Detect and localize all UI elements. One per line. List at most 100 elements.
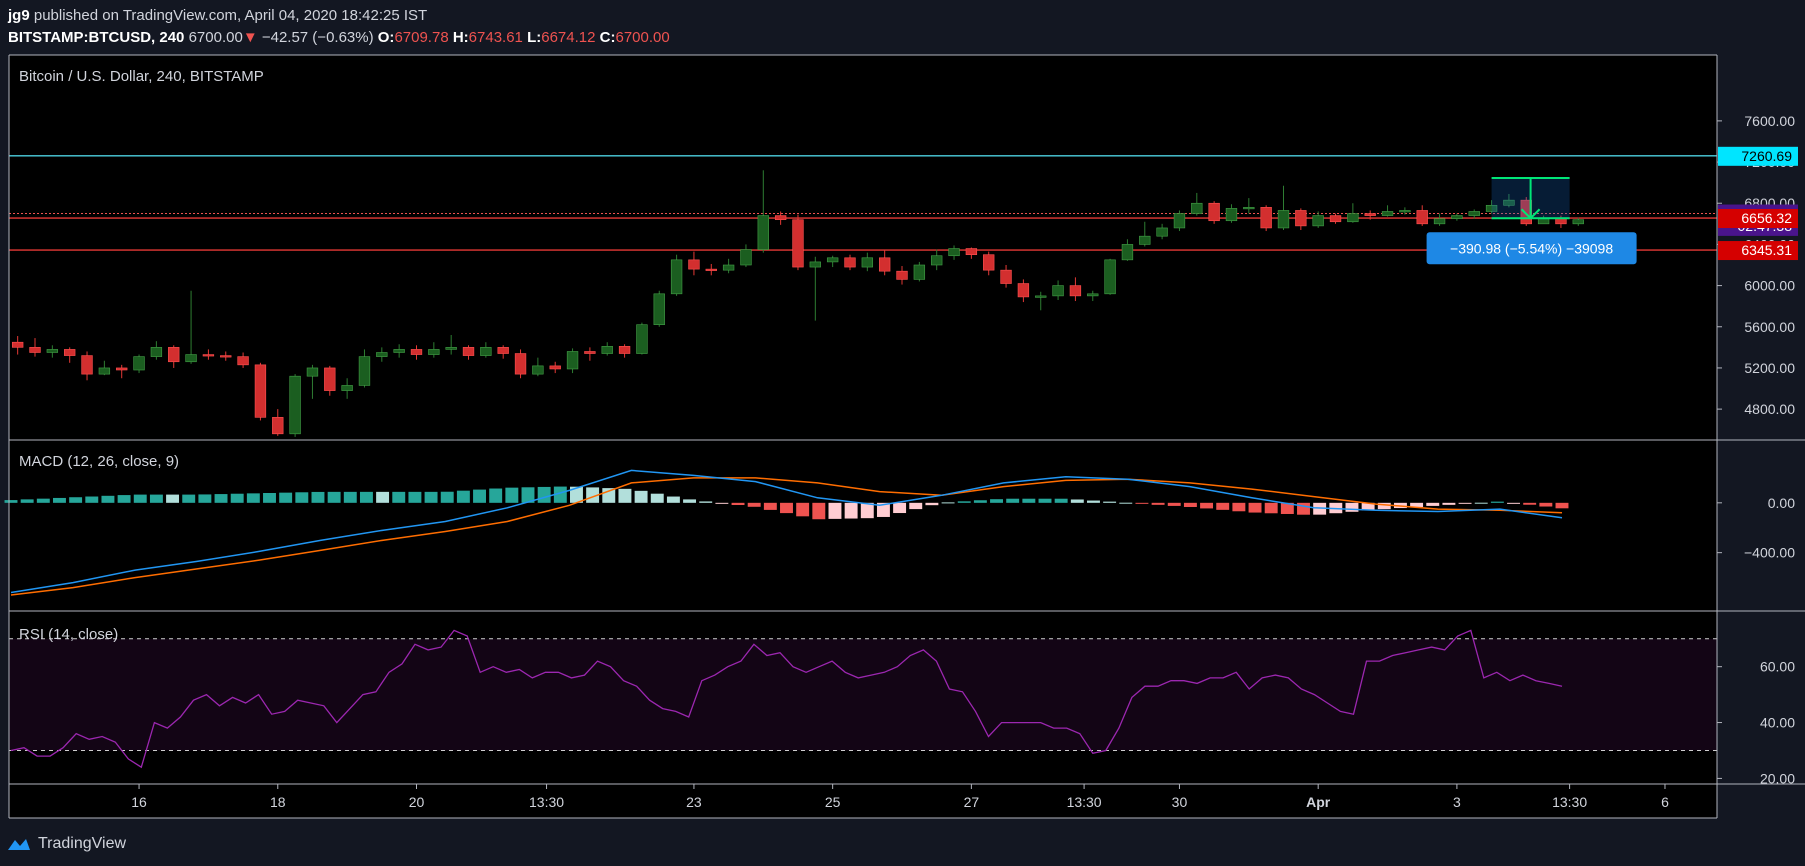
candle[interactable]: [220, 355, 232, 358]
candle[interactable]: [462, 347, 475, 356]
candle[interactable]: [1503, 199, 1515, 206]
candle[interactable]: [11, 341, 24, 348]
candle[interactable]: [168, 347, 180, 363]
candle[interactable]: [1104, 259, 1116, 295]
candle[interactable]: [1416, 210, 1428, 225]
candle[interactable]: [306, 367, 319, 377]
candle[interactable]: [1156, 227, 1168, 237]
candle[interactable]: [254, 364, 267, 418]
candle[interactable]: [722, 264, 735, 271]
candle[interactable]: [1329, 215, 1342, 223]
candle[interactable]: [1121, 244, 1134, 261]
candle[interactable]: [376, 352, 388, 357]
candle[interactable]: [29, 347, 41, 353]
candle[interactable]: [983, 254, 995, 271]
candle[interactable]: [566, 351, 579, 370]
candle[interactable]: [878, 257, 891, 272]
candle[interactable]: [1017, 283, 1030, 298]
candle[interactable]: [497, 347, 509, 354]
candle[interactable]: [931, 255, 943, 266]
candle[interactable]: [1451, 215, 1463, 219]
candle[interactable]: [150, 347, 163, 357]
candle[interactable]: [774, 215, 787, 221]
candle[interactable]: [670, 259, 683, 295]
candle[interactable]: [237, 356, 249, 366]
candle[interactable]: [1520, 199, 1532, 225]
candle[interactable]: [289, 375, 301, 435]
candle[interactable]: [1052, 285, 1064, 297]
candle[interactable]: [1468, 211, 1480, 216]
candle[interactable]: [896, 270, 908, 280]
candle[interactable]: [1555, 218, 1567, 225]
candle[interactable]: [1295, 210, 1307, 227]
candle[interactable]: [740, 249, 752, 266]
candle[interactable]: [116, 367, 128, 371]
footer-brand[interactable]: TradingView: [6, 832, 126, 856]
candle[interactable]: [584, 351, 596, 354]
candle[interactable]: [705, 268, 717, 271]
candle[interactable]: [1191, 202, 1203, 214]
candle[interactable]: [324, 367, 336, 391]
candle[interactable]: [965, 248, 978, 256]
candle[interactable]: [636, 324, 648, 354]
candle[interactable]: [653, 293, 665, 326]
candle[interactable]: [549, 365, 561, 370]
candle[interactable]: [1139, 235, 1151, 245]
candle[interactable]: [1364, 213, 1376, 216]
candle[interactable]: [514, 353, 527, 375]
candle[interactable]: [428, 349, 440, 355]
candle[interactable]: [1381, 211, 1394, 216]
candle[interactable]: [1000, 269, 1012, 284]
candle[interactable]: [341, 385, 353, 391]
candle[interactable]: [480, 347, 492, 356]
candle[interactable]: [809, 261, 821, 268]
candle[interactable]: [1399, 210, 1411, 213]
candle[interactable]: [272, 417, 284, 435]
candle[interactable]: [1537, 218, 1550, 225]
candle[interactable]: [81, 355, 93, 375]
symbol-name[interactable]: BITSTAMP:BTCUSD, 240: [8, 29, 185, 46]
rsi-line[interactable]: [10, 629, 1563, 769]
candle[interactable]: [1433, 218, 1446, 225]
candle[interactable]: [948, 248, 960, 257]
candle[interactable]: [1243, 207, 1255, 210]
candle[interactable]: [1572, 219, 1584, 225]
candle[interactable]: [1485, 204, 1498, 212]
candle[interactable]: [1087, 293, 1099, 297]
candle[interactable]: [792, 219, 804, 268]
rsi-pane[interactable]: [9, 629, 1717, 769]
candle[interactable]: [1312, 215, 1324, 227]
candle[interactable]: [358, 356, 371, 386]
candle[interactable]: [757, 215, 769, 250]
candle[interactable]: [618, 346, 631, 354]
candle[interactable]: [1260, 207, 1272, 229]
candle[interactable]: [185, 354, 197, 363]
candle[interactable]: [826, 257, 839, 263]
candle[interactable]: [1225, 208, 1238, 222]
candle[interactable]: [445, 347, 457, 350]
candle[interactable]: [844, 257, 856, 268]
candle[interactable]: [1208, 202, 1220, 222]
macd-pane[interactable]: [4, 469, 1569, 596]
candle[interactable]: [688, 259, 700, 270]
signal-line[interactable]: [10, 477, 1563, 596]
candle[interactable]: [1035, 295, 1047, 298]
candle[interactable]: [1347, 213, 1359, 223]
candle[interactable]: [202, 354, 215, 357]
candle[interactable]: [1069, 285, 1082, 297]
candle[interactable]: [393, 349, 405, 353]
candle[interactable]: [410, 349, 423, 355]
macd-line[interactable]: [10, 469, 1563, 594]
candle[interactable]: [98, 367, 111, 375]
candle[interactable]: [1173, 213, 1186, 229]
candle[interactable]: [601, 346, 613, 354]
candle[interactable]: [913, 264, 926, 280]
price-pane[interactable]: −390.98 (−5.54%) −39098: [9, 155, 1717, 437]
publisher-name[interactable]: jg9: [8, 7, 30, 24]
candle[interactable]: [1277, 210, 1290, 229]
candle[interactable]: [861, 257, 874, 268]
candle[interactable]: [532, 365, 544, 375]
candle[interactable]: [46, 349, 59, 353]
candle[interactable]: [133, 356, 145, 371]
